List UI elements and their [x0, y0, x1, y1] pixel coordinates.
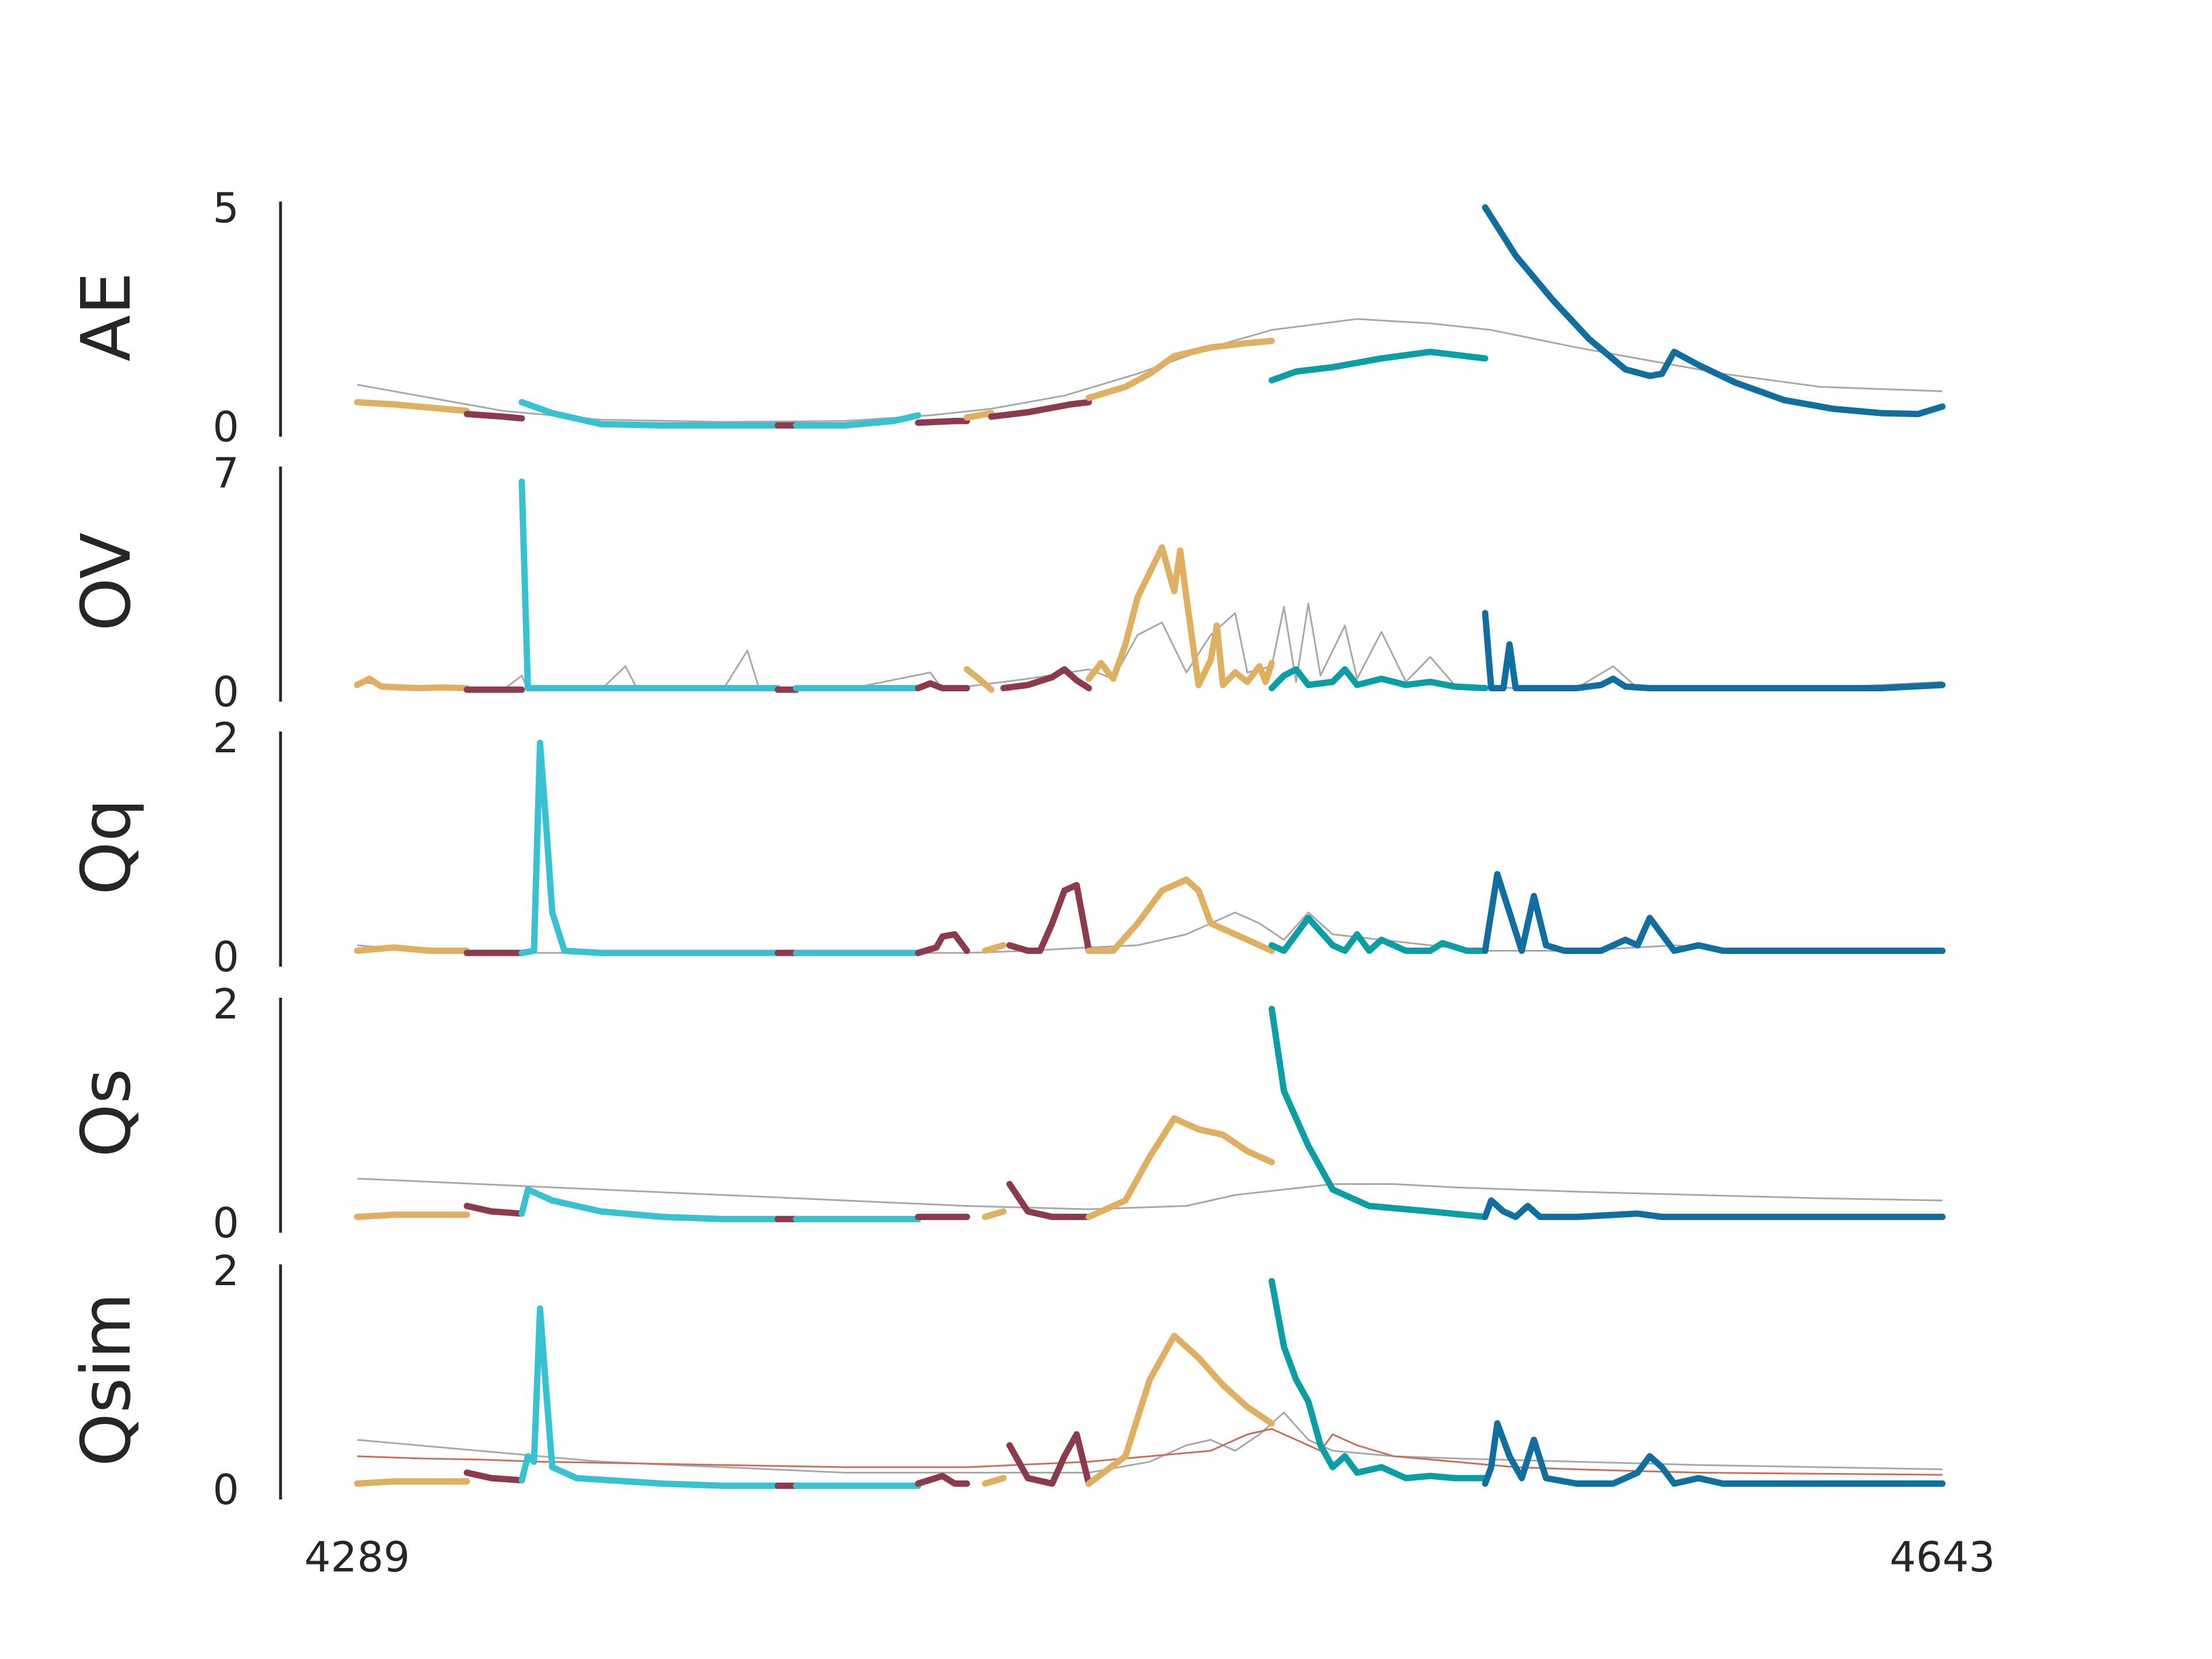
series-segment-6	[915, 931, 970, 956]
reference-line-1	[357, 1411, 1943, 1474]
x-tick-labels: 4289 4643	[304, 1533, 1995, 1581]
series-segment-9	[1085, 876, 1275, 954]
y-axis-label: OV	[66, 532, 146, 631]
series-segment-9	[1085, 1332, 1275, 1487]
y-axis-label: Qsim	[66, 1293, 146, 1467]
series-segment-6	[915, 418, 970, 426]
y-tick-label: 0	[213, 1199, 239, 1247]
y-axis-label: AE	[66, 272, 146, 361]
y-tick-label: 5	[213, 184, 239, 232]
series-segment-1	[354, 399, 470, 414]
series-segment-10	[1268, 1278, 1488, 1482]
series-segment-9	[1085, 1115, 1275, 1220]
series-segment-11	[1482, 871, 1946, 954]
series-segment-6	[915, 680, 970, 692]
series-segment-9	[1085, 338, 1275, 402]
reference-line-1	[357, 603, 1943, 691]
panel-qq: Qq 0 2	[66, 714, 1946, 981]
series-segment-11	[1482, 609, 1946, 692]
y-axis-label: Qs	[66, 1069, 146, 1157]
panel-qs: Qs 0 2	[66, 980, 1946, 1247]
y-tick-label: 2	[213, 1247, 239, 1295]
series-segment-11	[1482, 1420, 1946, 1487]
y-tick-label: 0	[213, 403, 239, 451]
panel-qsim: Qsim 0 2	[66, 1247, 1946, 1514]
panel-ov: OV 0 7	[66, 449, 1946, 716]
series-segment-8	[1000, 666, 1092, 692]
series-segment-7	[982, 1208, 1007, 1220]
series-segment-11	[1482, 1197, 1946, 1220]
series-segment-3	[518, 478, 781, 692]
series-segment-1	[354, 1478, 470, 1487]
series-segment-3	[518, 1305, 781, 1489]
series-segment-3	[518, 740, 781, 956]
series-segment-6	[915, 1472, 970, 1487]
reference-line-1	[357, 318, 1943, 423]
y-tick-label: 7	[213, 449, 239, 497]
panel-ae: AE 0 5	[66, 184, 1946, 451]
series-segment-1	[354, 675, 470, 692]
x-tick-label: 4289	[304, 1533, 410, 1581]
series-segment-8	[1006, 1431, 1092, 1487]
series-segment-10	[1268, 915, 1488, 954]
series-segment-8	[1006, 882, 1092, 954]
y-tick-label: 0	[213, 1465, 239, 1514]
series-segment-7	[982, 942, 1007, 954]
series-segment-1	[354, 944, 470, 954]
series-segment-2	[464, 1203, 525, 1217]
y-tick-label: 0	[213, 668, 239, 716]
y-axis-label: Qq	[66, 798, 146, 895]
series-segment-7	[982, 1475, 1007, 1487]
series-segment-3	[518, 1186, 781, 1222]
series-segment-7	[964, 410, 995, 421]
series-segment-10	[1268, 1006, 1488, 1220]
series-segment-8	[988, 399, 1092, 420]
series-segment-5	[793, 412, 922, 429]
x-tick-label: 4643	[1889, 1533, 1995, 1581]
series-segment-2	[464, 411, 525, 422]
reference-line-1	[357, 1177, 1943, 1210]
series-segment-10	[1268, 666, 1488, 692]
series-segment-10	[1268, 349, 1488, 384]
series-segment-9	[1085, 544, 1275, 688]
series-segment-2	[464, 1469, 525, 1484]
y-tick-label: 2	[213, 980, 239, 1028]
series-segment-1	[354, 1211, 470, 1220]
reference-line-2	[357, 1428, 1943, 1476]
y-tick-label: 0	[213, 933, 239, 981]
series-segment-7	[964, 666, 995, 693]
series-segment-3	[518, 399, 781, 429]
series-segment-11	[1482, 204, 1946, 418]
y-tick-label: 2	[213, 714, 239, 762]
series-segment-8	[1006, 1181, 1092, 1220]
